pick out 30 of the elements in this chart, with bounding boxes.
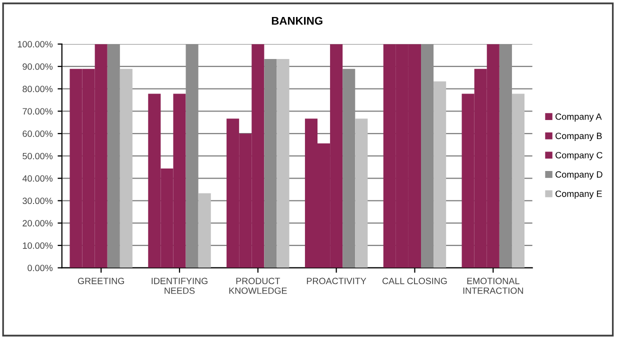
y-tick-label: 50.00% <box>22 152 53 160</box>
legend-label: Company E <box>556 190 602 199</box>
x-tick-label: GREETING <box>78 278 124 284</box>
y-tick-label: 20.00% <box>22 220 53 226</box>
y-tick-label: 80.00% <box>22 86 53 92</box>
bar <box>276 59 290 268</box>
y-tick-label: 90.00% <box>22 63 53 70</box>
bar <box>120 68 132 268</box>
x-tick-label: CALL CLOSING <box>382 278 447 284</box>
y-tick-label: 30.00% <box>22 198 53 204</box>
chart-title: BANKING <box>272 16 322 25</box>
y-tick-label: 70.00% <box>22 108 53 115</box>
bar <box>512 94 524 268</box>
x-tick-label: EMOTIONAL INTERACTION <box>463 278 523 294</box>
y-tick-label: 10.00% <box>22 242 53 249</box>
legend-label: Company A <box>556 113 602 122</box>
x-tick-label: PROACTIVITY <box>306 278 366 284</box>
y-tick-label: 60.00% <box>22 130 53 137</box>
legend-label: Company B <box>556 132 602 141</box>
x-tick-label: PRODUCT KNOWLEDGE <box>229 278 287 294</box>
bar <box>198 193 211 268</box>
bar <box>264 59 277 268</box>
bar <box>434 81 446 268</box>
y-tick-label: 0.00% <box>28 264 53 272</box>
legend-label: Company C <box>556 152 602 160</box>
x-tick-label: IDENTIFYING NEEDS <box>152 278 208 294</box>
y-tick-label: 100.00% <box>18 41 53 48</box>
y-tick-label: 40.00% <box>22 175 53 182</box>
bar <box>355 118 368 268</box>
legend-label: Company D <box>556 171 602 180</box>
